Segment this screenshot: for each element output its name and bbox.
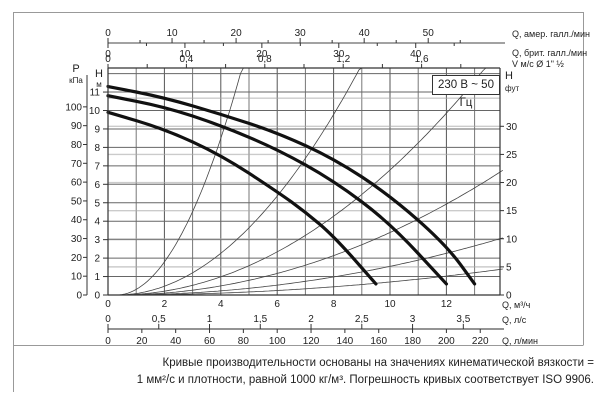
p-tick-label: 30 <box>71 234 83 245</box>
q-usgpm-label: 20 <box>231 28 243 39</box>
q-lmin-label: 220 <box>472 336 489 347</box>
q-m3h-label: 12 <box>441 299 453 310</box>
caption-line-1: Кривые производительности основаны на зн… <box>162 357 594 369</box>
q-ls-label: 3,5 <box>456 314 470 325</box>
h-axis-unit: м <box>96 80 102 89</box>
q-usgpm-label: 50 <box>423 28 435 39</box>
p-tick-label: 20 <box>71 253 83 264</box>
pump-curve-mid <box>106 94 448 286</box>
ft-tick-label: 0 <box>506 291 512 302</box>
q-ls-label: 1 <box>207 314 213 325</box>
ft-axis-title: H <box>505 70 513 82</box>
q-ls-label: 3 <box>410 314 416 325</box>
q-usgpm-label: 0 <box>105 28 111 39</box>
ft-tick-label: 30 <box>506 122 518 133</box>
h-axis-title: H <box>95 68 103 80</box>
chart-caption: Кривые производительности основаны на зн… <box>34 355 594 389</box>
q-lmin-label: 100 <box>269 336 286 347</box>
h-tick-label: 11 <box>90 88 101 99</box>
q-ukgpm-label: 30 <box>333 49 345 60</box>
ft-tick-label: 20 <box>506 178 518 189</box>
v-label: 1,2 <box>336 54 350 65</box>
h-tick-label: 0 <box>94 291 100 302</box>
v-label: 0,4 <box>179 54 193 65</box>
q-lmin-label: 200 <box>438 336 455 347</box>
p-tick-label: 10 <box>71 272 83 283</box>
h-tick-label: 6 <box>94 180 100 191</box>
q-m3h-title: Q, м³/ч <box>502 300 531 310</box>
ft-tick-label: 10 <box>506 234 518 245</box>
q-lmin-label: 0 <box>105 336 111 347</box>
q-m3h-label: 6 <box>274 299 280 310</box>
h-tick-label: 9 <box>94 124 100 135</box>
v-title: V м/с Ø 1" ½ <box>512 59 564 69</box>
q-ls-label: 0,5 <box>152 314 166 325</box>
ft-tick-label: 5 <box>506 262 512 273</box>
q-ls-label: 1,5 <box>253 314 267 325</box>
p-tick-label: 60 <box>71 178 83 189</box>
p-tick-label: 40 <box>71 215 83 226</box>
system-curve-4 <box>116 169 504 296</box>
q-lmin-label: 160 <box>370 336 387 347</box>
q-lmin-label: 60 <box>204 336 216 347</box>
p-tick-label: 90 <box>71 121 83 132</box>
h-tick-label: 10 <box>89 106 101 117</box>
q-ukgpm-title: Q, брит. галл./мин <box>512 48 587 58</box>
p-tick-label: 100 <box>65 102 82 113</box>
q-lmin-label: 120 <box>303 336 320 347</box>
q-ls-label: 0 <box>105 314 111 325</box>
pump-curve-low <box>106 110 378 286</box>
h-tick-label: 5 <box>94 198 100 209</box>
q-ls-label: 2 <box>308 314 314 325</box>
q-ukgpm-label: 10 <box>179 49 191 60</box>
pump-curve-high <box>106 84 477 286</box>
caption-line-2: 1 мм²/с и плотности, равной 1000 кг/м³. … <box>136 374 594 386</box>
ft-tick-label: 25 <box>506 150 518 161</box>
q-m3h-label: 8 <box>331 299 337 310</box>
q-ukgpm-label: 20 <box>256 49 268 60</box>
h-tick-label: 3 <box>94 235 100 246</box>
q-usgpm-title: Q, амер. галл./мин <box>512 29 590 39</box>
h-tick-label: 8 <box>94 143 100 154</box>
system-curve-2 <box>116 67 363 296</box>
q-lmin-label: 80 <box>238 336 250 347</box>
q-ls-label: 2,5 <box>355 314 369 325</box>
q-lmin-label: 40 <box>170 336 182 347</box>
q-m3h-label: 4 <box>218 299 224 310</box>
system-curve-5 <box>116 237 503 296</box>
p-tick-label: 50 <box>71 196 83 207</box>
p-axis-title: P <box>72 63 79 75</box>
v-label: 1,6 <box>415 54 429 65</box>
q-ukgpm-label: 0 <box>105 49 111 60</box>
q-usgpm-label: 10 <box>166 28 178 39</box>
h-tick-label: 4 <box>94 217 100 228</box>
q-m3h-label: 10 <box>384 299 396 310</box>
h-tick-label: 1 <box>94 272 100 283</box>
q-ukgpm-label: 40 <box>410 49 422 60</box>
legend-voltage-frequency: 230 В ~ 50 Гц <box>432 75 500 109</box>
q-lmin-label: 180 <box>404 336 421 347</box>
p-tick-label: 80 <box>71 140 83 151</box>
q-usgpm-label: 30 <box>295 28 307 39</box>
system-curve-3 <box>116 67 487 296</box>
q-lmin-label: 20 <box>136 336 148 347</box>
p-tick-label: 70 <box>71 159 83 170</box>
ft-axis-unit: фут <box>505 84 519 93</box>
q-usgpm-label: 40 <box>359 28 371 39</box>
v-label: 0,8 <box>258 54 272 65</box>
system-curve-1 <box>116 67 244 296</box>
ft-tick-label: 15 <box>506 206 518 217</box>
q-m3h-label: 2 <box>162 299 168 310</box>
h-tick-label: 2 <box>94 254 100 265</box>
v-label: 0 <box>105 54 111 65</box>
q-m3h-label: 0 <box>105 299 111 310</box>
outer-frame <box>13 12 584 392</box>
p-tick-label: 0 <box>76 291 82 302</box>
q-lmin-label: 140 <box>337 336 354 347</box>
h-tick-label: 7 <box>94 161 100 172</box>
q-lmin-title: Q, л/мин <box>502 336 538 346</box>
q-ls-title: Q, л/с <box>502 315 527 325</box>
p-axis-unit: кПа <box>69 76 83 85</box>
